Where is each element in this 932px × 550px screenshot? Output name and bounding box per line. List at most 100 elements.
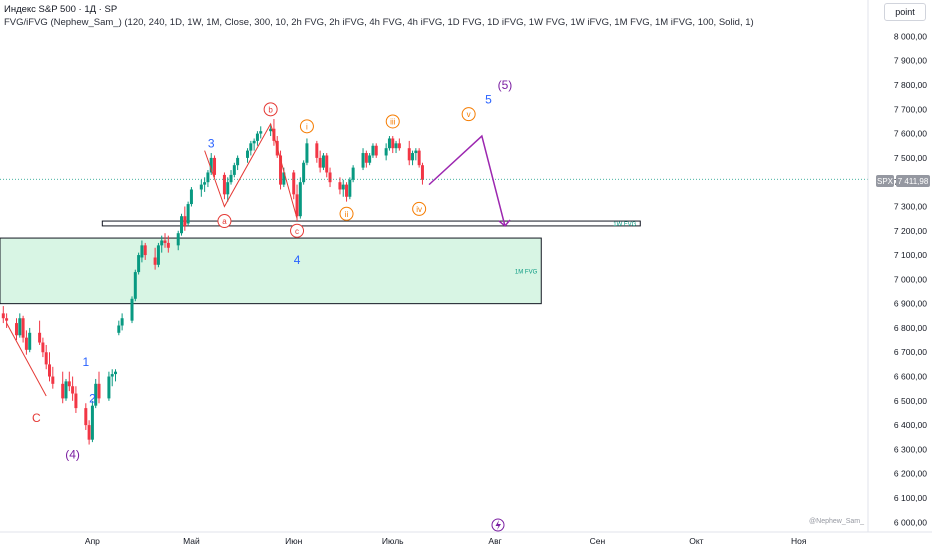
wave-label-circle <box>299 119 314 134</box>
x-tick-label: Ноя <box>791 536 807 546</box>
fvg-zone <box>101 220 641 227</box>
candle-body <box>315 143 319 158</box>
candle-body <box>411 153 415 161</box>
candle-body <box>348 179 352 197</box>
candle-body <box>394 143 398 149</box>
candle-body <box>87 425 91 440</box>
y-tick-label: 7 300,00 <box>894 201 927 211</box>
candle-body <box>222 174 226 195</box>
candle-body <box>325 155 329 173</box>
y-tick-label: 6 100,00 <box>894 493 927 503</box>
candle-body <box>110 374 114 377</box>
candle-body <box>292 172 296 195</box>
x-tick-label: Авг <box>488 536 501 546</box>
y-tick-label: 6 000,00 <box>894 517 927 527</box>
y-tick-label: 6 700,00 <box>894 347 927 357</box>
wave-line <box>204 122 298 219</box>
candle-body <box>24 337 28 350</box>
candle-body <box>295 194 299 217</box>
candle-body <box>71 386 75 394</box>
candle-body <box>282 172 286 185</box>
wave-label: 4 <box>294 253 301 267</box>
price-tags: SPX 7 411,98 <box>876 175 930 187</box>
candle-body <box>133 272 137 299</box>
wave-label-circle <box>412 201 427 216</box>
wave-label: ii <box>345 210 349 219</box>
candle-body <box>41 342 45 353</box>
candle-body <box>186 204 190 224</box>
candle-body <box>364 153 368 163</box>
y-tick-label: 7 200,00 <box>894 226 927 236</box>
candle-body <box>302 162 306 183</box>
candle-body <box>61 383 65 399</box>
wave-label: b <box>268 105 273 114</box>
candle-body <box>209 157 213 173</box>
y-tick-label: 7 500,00 <box>894 153 927 163</box>
candle-body <box>107 376 111 399</box>
wave-label-circle <box>461 107 476 122</box>
y-tick-label: 6 600,00 <box>894 372 927 382</box>
fvg-zones: 1M FVG 1W FVG <box>0 220 641 305</box>
y-tick-label: 6 900,00 <box>894 299 927 309</box>
candle-body <box>189 189 193 205</box>
x-tick-label: Июн <box>285 536 302 546</box>
candle-body <box>338 182 342 190</box>
y-tick-label: 7 000,00 <box>894 274 927 284</box>
symbol-tag: SPX <box>877 177 894 186</box>
candle-body <box>298 182 302 217</box>
candle-body <box>371 145 375 156</box>
candle-body <box>374 145 378 156</box>
candle-body <box>5 318 9 321</box>
price-axis: 8 000,00 7 900,00 7 800,00 7 700,00 7 600,00… <box>894 31 927 527</box>
candle-body <box>153 257 157 265</box>
fvg-zone <box>0 237 542 305</box>
y-tick-label: 6 500,00 <box>894 396 927 406</box>
wave-label-circle <box>385 114 400 129</box>
last-price-tag: 7 411,98 <box>898 177 929 186</box>
candle-body <box>384 148 388 156</box>
wave-label: a <box>222 217 227 226</box>
candle-body <box>18 318 22 336</box>
candle-body <box>397 143 401 149</box>
wave-label: i <box>306 122 308 131</box>
wave-label: (4) <box>65 447 80 461</box>
candle-body <box>94 383 98 406</box>
wave-label: (5) <box>498 78 513 92</box>
candle-body <box>156 245 160 265</box>
indicator-legend[interactable]: FVG/iFVG (Nephew_Sam_) (120, 240, 1D, 1W… <box>4 17 754 28</box>
wave-line <box>6 322 47 397</box>
y-tick-label: 7 900,00 <box>894 56 927 66</box>
candle-body <box>199 184 203 190</box>
x-tick-label: Окт <box>689 536 703 546</box>
wave-label: 1 <box>82 355 89 369</box>
candle-body <box>249 143 253 151</box>
symbol-tag-bg <box>876 175 894 187</box>
candle-body <box>74 393 78 409</box>
candle-body <box>417 150 421 166</box>
x-tick-label: Июль <box>382 536 404 546</box>
candle-body <box>140 245 144 258</box>
candle-body <box>229 174 233 183</box>
scale-mode-button[interactable]: point <box>884 3 926 21</box>
candle-body <box>15 323 19 336</box>
y-tick-label: 6 400,00 <box>894 420 927 430</box>
lightning-icon[interactable] <box>491 518 505 532</box>
candle-body <box>1 313 5 319</box>
x-tick-label: Апр <box>85 536 100 546</box>
candle-body <box>84 408 88 426</box>
candle-body <box>64 381 68 399</box>
candle-body <box>345 184 349 197</box>
y-tick-label: 7 700,00 <box>894 104 927 114</box>
y-tick-label: 6 800,00 <box>894 323 927 333</box>
wave-label: c <box>295 227 299 236</box>
time-axis: Апр Май Июн Июль Авг Сен Окт Ноя <box>85 536 807 546</box>
wave-label: v <box>467 110 471 119</box>
candle-body <box>259 131 263 134</box>
candle-body <box>130 298 134 321</box>
candle-body <box>279 155 283 185</box>
wave-label: iv <box>416 205 422 214</box>
candle-body <box>117 325 121 333</box>
wave-label: 2 <box>89 391 96 405</box>
candle-body <box>206 172 210 183</box>
